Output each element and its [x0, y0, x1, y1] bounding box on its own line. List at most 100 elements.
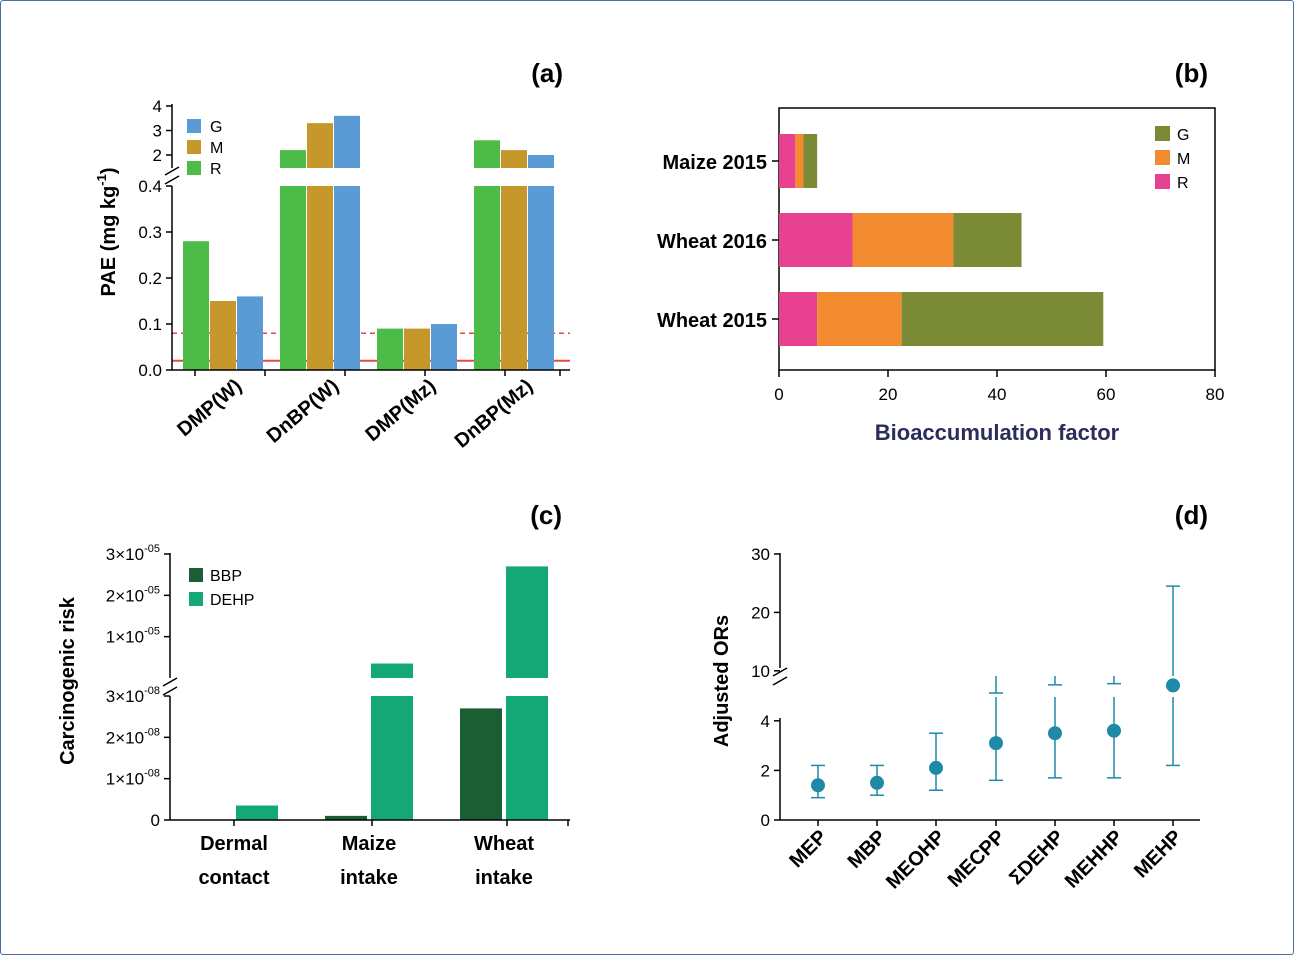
- bar-G-Maize-2015: [803, 134, 818, 188]
- x-axis-label: Bioaccumulation factor: [875, 420, 1120, 445]
- x-tick-label: MEHP: [1130, 826, 1186, 882]
- bar-G-DMP(W): [237, 296, 263, 370]
- y-tick-label: Wheat 2016: [657, 231, 767, 253]
- bar-lower-M-DnBP(W): [307, 186, 333, 370]
- y-tick-label: 10: [751, 662, 770, 681]
- axis-break-mark: [772, 676, 788, 686]
- axis-break-mark: [164, 175, 180, 185]
- legend-label-G: G: [210, 119, 222, 136]
- panel-b-chart: (b) Maize 2015 Wheat 2016 Wheat 2015 0 20 40 60…: [657, 58, 1225, 445]
- y-tick-label: 3: [153, 122, 162, 141]
- legend-swatch-G: [1155, 126, 1170, 141]
- bar-upper-R-DnBP(Mz): [474, 140, 500, 168]
- x-tick-label: DMP(W): [173, 375, 246, 441]
- bar-R-Wheat-2016: [779, 213, 853, 267]
- bar-R-Maize-2015: [779, 134, 796, 188]
- bar-lower-R-DnBP(Mz): [474, 186, 500, 370]
- axis-break-mark: [162, 686, 178, 696]
- bar-upper-DEHP-Maize-intake: [371, 663, 413, 678]
- panel-a-label: (a): [531, 58, 563, 88]
- y-tick-label: 0.4: [138, 177, 162, 196]
- bar-lower-G-DnBP(Mz): [528, 186, 554, 370]
- y-tick-label-exp: -05: [144, 543, 160, 555]
- y-tick-label-base: 3×10: [106, 687, 144, 706]
- y-tick-label-base: 2×10: [106, 728, 144, 747]
- legend-label-DEHP: DEHP: [210, 592, 254, 609]
- panel-c-chart: (c) Dermal contact Maize intake Wheat intake 0 1…: [57, 500, 570, 889]
- y-tick-label-exp: -08: [144, 768, 160, 780]
- bar-M-DMP(Mz): [404, 328, 430, 370]
- axis-break-mark: [162, 677, 178, 687]
- y-tick-label: 20: [751, 603, 770, 622]
- bar-lower-DEHP-Maize-intake: [371, 696, 413, 820]
- bar-R-DMP(W): [183, 241, 209, 370]
- legend-swatch-BBP: [189, 568, 203, 582]
- bar-M-Maize-2015: [795, 134, 804, 188]
- x-tick-label: MEP: [785, 826, 831, 872]
- bar-DEHP-Dermal-contact: [236, 805, 278, 820]
- y-axis-label-close: ): [98, 168, 120, 175]
- y-tick-label: 3×10-05: [106, 543, 160, 564]
- legend-label-R: R: [1177, 175, 1189, 192]
- x-tick-label: DMP(Mz): [361, 375, 440, 446]
- axis-break-mark: [772, 667, 788, 677]
- y-tick-label-base: 0: [151, 811, 160, 830]
- bar-lower-G-DnBP(W): [334, 186, 360, 370]
- legend-label-BBP: BBP: [210, 568, 242, 585]
- y-tick-label: 0.2: [138, 269, 162, 288]
- data-point-MEHHP: [1107, 723, 1121, 738]
- bar-M-DMP(W): [210, 301, 236, 370]
- y-tick-label-base: 1×10: [106, 628, 144, 647]
- y-tick-label: 0.1: [138, 315, 162, 334]
- bar-upper-R-DnBP(W): [280, 150, 306, 168]
- data-point-MECPP: [989, 736, 1003, 751]
- bar-R-Wheat-2015: [779, 292, 818, 346]
- y-tick-label: 0.0: [138, 361, 162, 380]
- legend-label-R: R: [210, 161, 222, 178]
- x-tick-label-line1: Maize: [342, 833, 396, 855]
- y-tick-label-base: 1×10: [106, 770, 144, 789]
- legend-label-M: M: [210, 140, 223, 157]
- bar-lower-M-DnBP(Mz): [501, 186, 527, 370]
- data-point-MEHP: [1166, 678, 1180, 693]
- bar-R-DMP(Mz): [377, 328, 403, 370]
- y-axis-label: Carcinogenic risk: [57, 596, 79, 765]
- legend-swatch-DEHP: [189, 592, 203, 606]
- bar-BBP-Maize-intake: [325, 815, 367, 820]
- legend-swatch-R: [1155, 174, 1170, 189]
- data-point-MBP: [870, 775, 884, 790]
- legend-swatch-R: [187, 161, 201, 175]
- x-tick-label: 40: [988, 385, 1007, 404]
- legend-swatch-M: [187, 140, 201, 154]
- x-tick-label-line2: intake: [340, 867, 398, 889]
- bar-G-Wheat-2015: [901, 292, 1104, 346]
- x-tick-label: MEHHP: [1061, 826, 1128, 893]
- y-tick-label: 1×10-08: [106, 768, 160, 789]
- bar-G-DMP(Mz): [431, 324, 457, 370]
- x-tick-label: MEOHP: [882, 826, 949, 893]
- x-tick-label: ΣDEHP: [1005, 826, 1068, 889]
- legend-label-G: G: [1177, 127, 1189, 144]
- y-tick-label-exp: -08: [144, 726, 160, 738]
- bar-BBP-Wheat-intake: [460, 708, 502, 820]
- x-tick-label: MECPP: [944, 826, 1010, 892]
- x-tick-label: MBP: [844, 826, 891, 873]
- y-tick-label: 3×10-08: [106, 685, 160, 706]
- data-point-ΣDEHP: [1048, 726, 1062, 741]
- y-tick-label: 0.3: [138, 223, 162, 242]
- y-tick-label: 4: [153, 97, 162, 116]
- y-tick-label-exp: -08: [144, 685, 160, 697]
- x-tick-label: DnBP(W): [263, 375, 344, 448]
- y-axis-label: Adjusted ORs: [711, 615, 733, 747]
- bar-M-Wheat-2015: [817, 292, 902, 346]
- legend-label-M: M: [1177, 151, 1190, 168]
- y-tick-label: 4: [761, 712, 770, 731]
- y-tick-label-exp: -05: [144, 626, 160, 638]
- legend-swatch-G: [187, 119, 201, 133]
- data-point-MEP: [811, 778, 825, 793]
- bar-upper-G-DnBP(W): [334, 115, 360, 168]
- axis-break-mark: [164, 166, 180, 176]
